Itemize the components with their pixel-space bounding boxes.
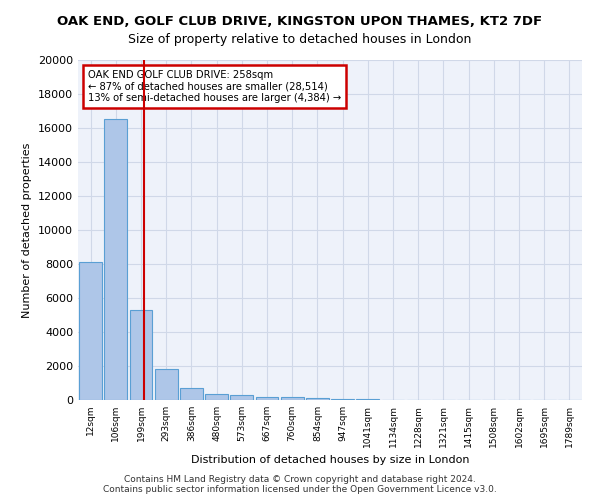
Bar — [230, 395, 253, 400]
Bar — [104, 120, 127, 400]
Bar — [130, 310, 152, 400]
X-axis label: Distribution of detached houses by size in London: Distribution of detached houses by size … — [191, 456, 469, 466]
Text: Contains HM Land Registry data © Crown copyright and database right 2024.: Contains HM Land Registry data © Crown c… — [124, 475, 476, 484]
Text: OAK END GOLF CLUB DRIVE: 258sqm
← 87% of detached houses are smaller (28,514)
13: OAK END GOLF CLUB DRIVE: 258sqm ← 87% of… — [88, 70, 341, 103]
Y-axis label: Number of detached properties: Number of detached properties — [22, 142, 32, 318]
Text: Size of property relative to detached houses in London: Size of property relative to detached ho… — [128, 32, 472, 46]
Bar — [256, 396, 278, 400]
Bar — [331, 399, 354, 400]
Bar — [281, 396, 304, 400]
Text: OAK END, GOLF CLUB DRIVE, KINGSTON UPON THAMES, KT2 7DF: OAK END, GOLF CLUB DRIVE, KINGSTON UPON … — [58, 15, 542, 28]
Bar — [205, 394, 228, 400]
Text: Contains public sector information licensed under the Open Government Licence v3: Contains public sector information licen… — [103, 484, 497, 494]
Bar — [306, 398, 329, 400]
Bar — [180, 388, 203, 400]
Bar — [155, 370, 178, 400]
Bar — [79, 262, 102, 400]
